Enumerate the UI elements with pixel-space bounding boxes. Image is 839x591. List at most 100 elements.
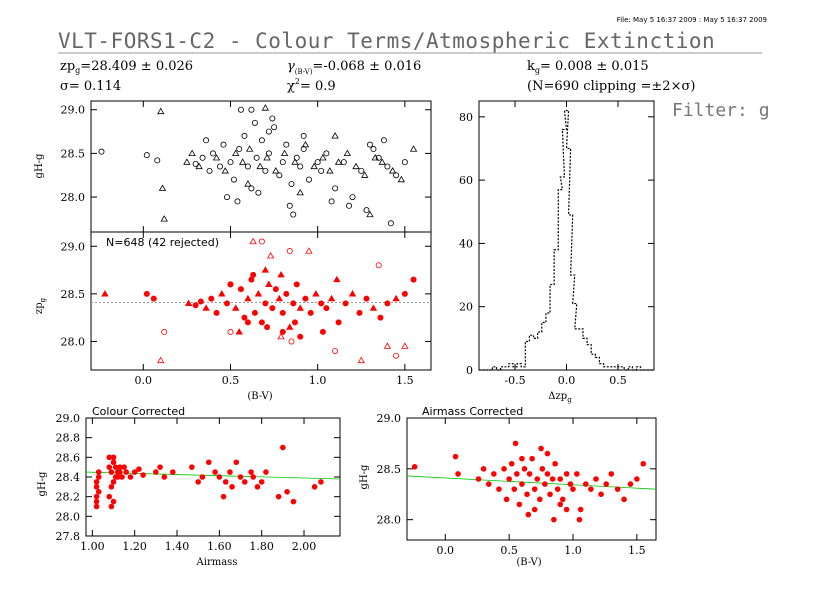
airmass-corrected-point — [485, 481, 492, 487]
top-left-point-circle — [363, 207, 370, 214]
top-left-point-triangle — [352, 162, 360, 170]
top-left-point-circle — [288, 180, 295, 187]
airmass-corrected-point — [455, 471, 461, 477]
middle-left-point-kept — [150, 295, 157, 302]
middle-left-point-kept — [197, 298, 204, 305]
middle-left-point-kept — [283, 290, 290, 297]
top-left-frame — [90, 100, 432, 233]
airmass-corrected-point — [547, 491, 553, 498]
colour-corrected-point — [153, 469, 159, 475]
colour-corrected-point — [263, 469, 269, 475]
middle-left-point-kept — [261, 266, 270, 273]
colour-corrected-point — [93, 493, 100, 500]
top-left-ylabel: gH-g — [34, 153, 45, 179]
middle-left-point-rejected — [332, 347, 339, 354]
middle-left-point-rejected — [393, 352, 400, 359]
colour-corrected-point — [169, 469, 176, 475]
top-left-point-triangle — [310, 162, 318, 170]
top-left-point-circle — [255, 189, 262, 196]
top-left-point-triangle — [409, 145, 418, 152]
middle-left-point-rejected — [249, 237, 257, 245]
airmass-corrected-point — [529, 455, 535, 462]
top-left-point-circle — [217, 163, 224, 170]
colour-corrected-point — [195, 479, 201, 485]
airmass-corrected-point — [496, 486, 502, 492]
colour-corrected-point — [131, 469, 138, 475]
airmass-corrected-point — [544, 450, 551, 457]
top-left-point-circle — [265, 128, 272, 135]
colour-corrected-point — [110, 479, 117, 485]
airmass-corrected-ytick-label: 28.5 — [377, 463, 402, 476]
middle-left-point-rejected — [258, 238, 265, 245]
top-left-point-triangle — [232, 149, 240, 156]
top-left-point-circle — [269, 115, 276, 122]
top-left-point-circle — [227, 159, 234, 166]
airmass-corrected-point — [519, 481, 525, 487]
top-left-point-circle — [332, 185, 339, 192]
top-left-point-triangle — [343, 149, 352, 156]
colour-corrected-point — [220, 493, 227, 500]
airmass-corrected-xtick-label: 0.0 — [437, 544, 455, 557]
top-left-point-circle — [349, 194, 356, 201]
top-left-point-triangle — [183, 158, 191, 165]
top-left-point-circle — [244, 163, 251, 170]
colour-corrected-point — [106, 464, 113, 470]
airmass-corrected-point — [531, 486, 538, 492]
airmass-corrected-point — [475, 476, 482, 482]
top-left-point-circle — [318, 167, 325, 174]
colour-corrected-xtick-label: 1.80 — [249, 540, 274, 553]
histogram-xtick-label: 0.5 — [609, 374, 627, 387]
top-left-point-circle — [380, 137, 387, 144]
colour-corrected-point — [108, 503, 115, 510]
airmass-corrected-point — [634, 476, 640, 482]
top-left-point-circle — [98, 148, 105, 155]
middle-left-point-kept — [254, 290, 263, 297]
colour-corrected-point — [284, 488, 290, 495]
top-left-point-circle — [276, 172, 283, 179]
middle-left-point-kept — [410, 276, 417, 283]
colour-corrected-ytick-label: 28.6 — [56, 451, 81, 464]
colour-corrected-point — [110, 459, 117, 466]
colour-corrected-xtick-label: 1.40 — [165, 540, 190, 553]
colour-corrected-ytick-label: 27.8 — [56, 530, 81, 543]
top-left-point-circle — [366, 141, 373, 148]
top-left-point-circle — [297, 163, 304, 170]
airmass-corrected-title: Airmass Corrected — [422, 405, 523, 418]
colour-corrected-point — [250, 474, 257, 480]
middle-left-point-kept — [208, 295, 215, 302]
middle-left-point-kept — [244, 319, 251, 326]
airmass-corrected-ytick-label: 28.0 — [377, 514, 402, 527]
airmass-corrected-point — [521, 466, 528, 472]
top-left-ytick-label: 28.0 — [61, 191, 86, 204]
middle-left-point-kept — [244, 294, 252, 302]
top-left-point-circle — [279, 159, 286, 166]
top-left-ytick-label: 28.5 — [61, 147, 86, 160]
top-left-point-circle — [230, 176, 237, 183]
middle-left-point-kept — [232, 304, 240, 311]
middle-left-point-kept — [333, 275, 341, 283]
airmass-corrected-point — [627, 481, 634, 487]
middle-left-point-kept — [202, 304, 210, 311]
colour-corrected-ytick-label: 28.2 — [56, 491, 81, 504]
middle-left-point-kept — [312, 290, 320, 297]
chi2-stat: χ2= 0.9 — [287, 77, 336, 94]
zp-stat: zpg=28.409 ± 0.026 — [60, 59, 193, 75]
colour-corrected-point — [157, 464, 163, 470]
histogram-xtick-label: -0.5 — [504, 374, 525, 387]
top-left-point-circle — [401, 159, 408, 166]
middle-left-point-kept — [327, 294, 336, 302]
filter-label: Filter: g — [672, 100, 770, 121]
middle-left-point-kept — [279, 309, 286, 316]
top-left-point-triangle — [188, 149, 196, 156]
top-left-point-circle — [283, 141, 290, 148]
airmass-corrected-point — [557, 501, 564, 508]
colour-corrected-title: Colour Corrected — [92, 405, 185, 418]
airmass-corrected-point — [452, 453, 459, 460]
histogram-xlabel: Δzpg — [548, 391, 572, 404]
colour-corrected-point — [229, 484, 235, 490]
colour-corrected-ytick-label: 28.4 — [56, 471, 81, 484]
gamma-stat: γ(B-V)=-0.068 ± 0.016 — [287, 59, 421, 76]
colour-corrected-point — [140, 472, 146, 478]
middle-left-point-kept — [377, 314, 384, 321]
